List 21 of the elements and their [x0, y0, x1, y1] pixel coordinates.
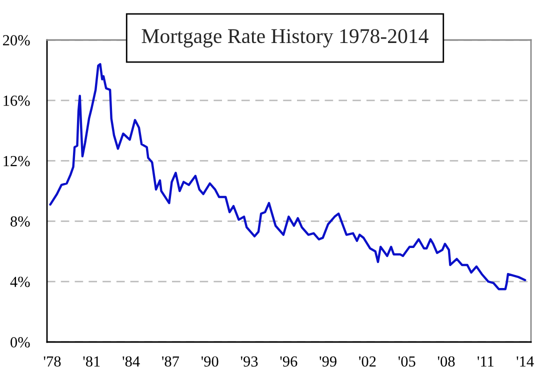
y-tick-label: 4%	[10, 276, 30, 288]
x-tick-label: '02	[359, 356, 376, 367]
x-tick-label: '81	[83, 356, 100, 367]
y-tick-label: 12%	[4, 156, 30, 166]
x-tick-label: '78	[44, 356, 61, 367]
y-tick-label: 8%	[10, 216, 30, 227]
x-tick-label: '87	[162, 356, 180, 367]
x-tick-label: '14	[516, 356, 534, 366]
x-tick-label: '93	[240, 356, 258, 367]
x-tick-label: '11	[478, 356, 494, 366]
chart-title: Mortgage Rate History 1978-2014	[142, 29, 428, 48]
x-tick-label: '08	[438, 356, 455, 367]
y-tick-label: 16%	[4, 96, 30, 106]
y-tick-label: 0%	[10, 337, 30, 348]
x-tick-label: '05	[398, 356, 416, 367]
line-series	[49, 63, 526, 290]
x-tick-label: '96	[280, 356, 298, 367]
y-tick-label: 20%	[3, 35, 30, 46]
x-tick-label: '99	[320, 356, 336, 367]
x-tick-label: '90	[201, 356, 218, 367]
x-tick-label: '84	[122, 356, 140, 367]
